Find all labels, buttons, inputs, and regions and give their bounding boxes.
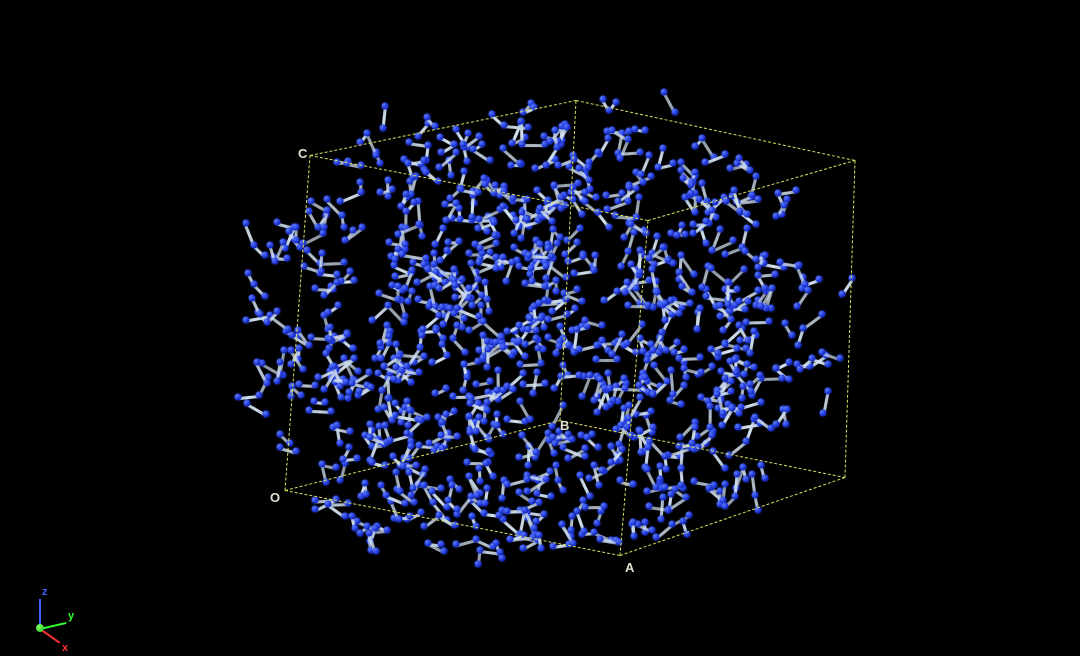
cell-axis-a-label: A xyxy=(625,560,634,575)
molecule-render-layer xyxy=(0,0,1080,656)
y-axis-label: y xyxy=(68,610,74,622)
x-axis-label: x xyxy=(62,642,68,654)
z-axis-label: z xyxy=(42,586,48,598)
molecular-viewer-viewport[interactable]: C A O B z y x xyxy=(0,0,1080,656)
axes-origin-dot xyxy=(36,624,44,632)
cell-origin-label: O xyxy=(270,490,280,505)
cell-axis-b-label: B xyxy=(560,418,569,433)
orientation-axes-widget[interactable]: z y x xyxy=(18,586,78,646)
cell-axis-c-label: C xyxy=(298,146,307,161)
